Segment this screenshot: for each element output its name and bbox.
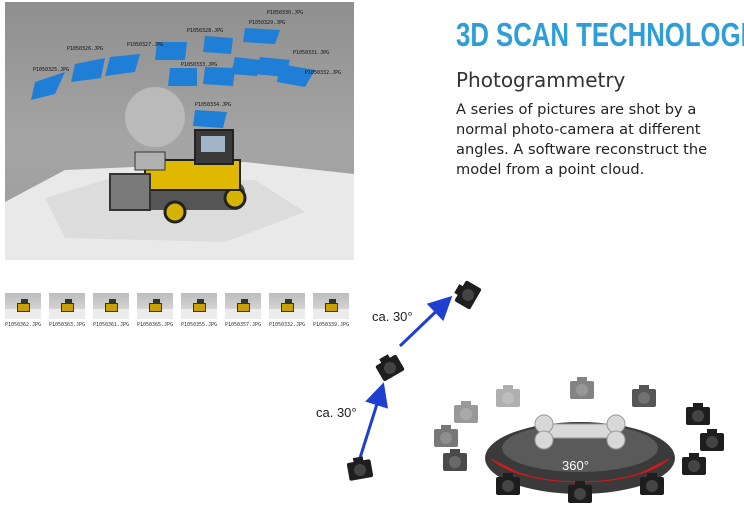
photo-thumbnail-strip: P1050362.JPG P1050363.JPG P1050361.JPG P… — [5, 293, 355, 333]
camera-icon — [373, 350, 405, 382]
thumbnail-label: P1050355.JPG — [180, 322, 218, 328]
thumbnail-label: P1050357.JPG — [224, 322, 262, 328]
photo-label: P1050327.JPG — [127, 42, 163, 48]
thumbnail-label: P1050361.JPG — [92, 322, 130, 328]
camera-icon — [700, 429, 724, 451]
photo-thumbnail — [137, 293, 173, 319]
photo-label: P1050334.JPG — [195, 102, 231, 108]
camera-icon — [568, 481, 592, 503]
thumbnail-label: P1050339.JPG — [312, 322, 350, 328]
photo-label: P1050331.JPG — [293, 50, 329, 56]
photo-thumbnail — [225, 293, 261, 319]
reference-sphere — [125, 87, 185, 147]
photo-label: P1050326.JPG — [67, 46, 103, 52]
photo-label: P1050330.JPG — [267, 10, 303, 16]
camera-icon — [443, 449, 467, 471]
photo-thumbnail — [49, 293, 85, 319]
camera-icon — [345, 455, 374, 481]
thumbnail-label: P1050365.JPG — [136, 322, 174, 328]
camera-icon — [434, 425, 458, 447]
rotation-label: 360° — [562, 458, 589, 473]
photo-label: P1050329.JPG — [249, 20, 285, 26]
camera-icon — [496, 385, 520, 407]
angle-label-upper: ca. 30° — [372, 309, 413, 324]
reconstruction-render-svg: P1050325.JPG P1050326.JPG P1050327.JPG P… — [5, 10, 354, 260]
page-title: 3D SCAN TECHNOLOGIES — [456, 16, 744, 53]
thumbnail-label: P1050362.JPG — [4, 322, 42, 328]
photo-label: P1050332.JPG — [305, 70, 341, 76]
camera-icon — [454, 401, 478, 423]
photo-label: P1050325.JPG — [33, 67, 69, 73]
thumbnail-label: P1050363.JPG — [48, 322, 86, 328]
photo-label: P1050333.JPG — [181, 62, 217, 68]
thumbnail-label: P1050332.JPG — [268, 322, 306, 328]
camera-icon — [450, 278, 482, 310]
camera-icon — [682, 453, 706, 475]
camera-icon — [686, 403, 710, 425]
angle-arrow-lower — [358, 382, 389, 459]
photo-label: P1050328.JPG — [187, 28, 223, 34]
bone-model — [534, 414, 626, 450]
photo-thumbnail — [5, 293, 41, 319]
photo-thumbnail — [181, 293, 217, 319]
camera-icon — [570, 377, 594, 399]
photo-thumbnail — [269, 293, 305, 319]
reconstruction-render: P1050325.JPG P1050326.JPG P1050327.JPG P… — [5, 2, 354, 260]
angle-label-lower: ca. 30° — [316, 405, 357, 420]
camera-icon — [640, 473, 664, 495]
photo-thumbnail — [313, 293, 349, 319]
photo-thumbnail — [93, 293, 129, 319]
section-description: A series of pictures are shot by a norma… — [456, 101, 708, 178]
toy-vehicle-model — [109, 129, 247, 224]
camera-icon — [496, 473, 520, 495]
camera-icon — [632, 385, 656, 407]
camera-planes — [31, 28, 315, 128]
section-subtitle: Photogrammetry — [456, 68, 626, 92]
